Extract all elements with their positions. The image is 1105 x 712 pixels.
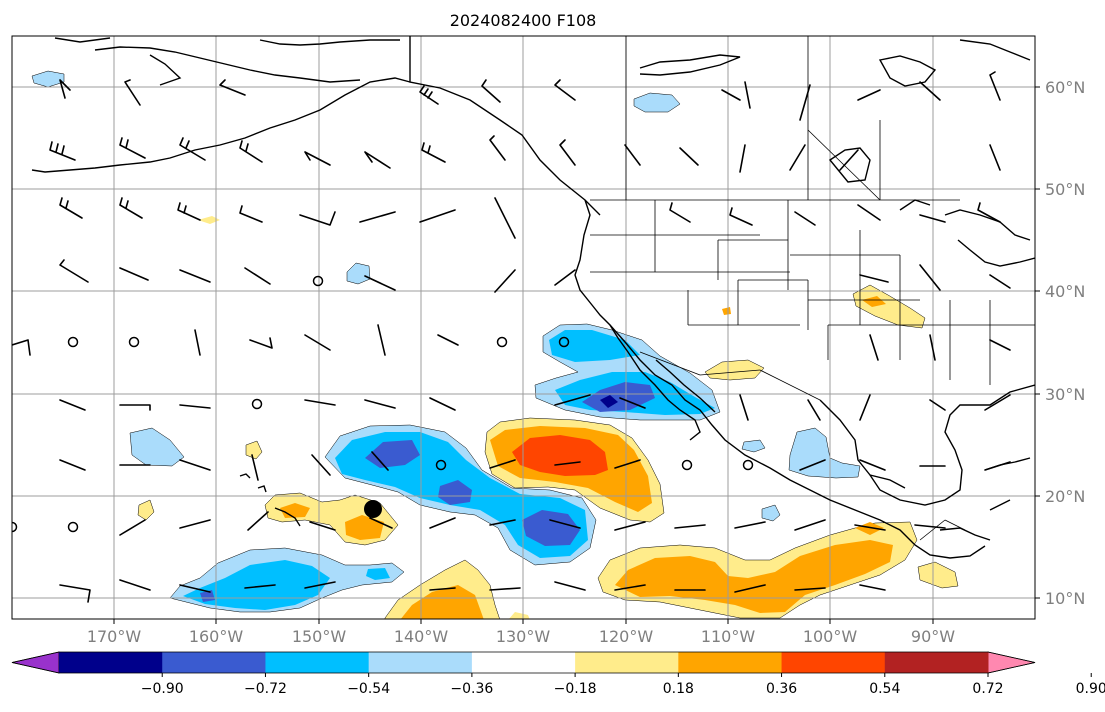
colorbar-tick-label: 0.72 bbox=[972, 681, 1003, 697]
negative-contour-region bbox=[365, 440, 420, 468]
negative-contour-patch bbox=[31, 70, 65, 88]
negative-contour-patch bbox=[788, 427, 861, 479]
positive-contour-region bbox=[400, 585, 484, 619]
storm-position-marker bbox=[364, 500, 382, 518]
colorbar-tick-label: −0.90 bbox=[141, 681, 184, 697]
colorbar-segment bbox=[781, 652, 886, 673]
colorbar-tick-label: 0.90 bbox=[1076, 681, 1105, 697]
positive-contour-region bbox=[852, 284, 926, 329]
political-borders bbox=[409, 36, 1035, 541]
colorbar-outline bbox=[11, 651, 1036, 674]
colorbar-extension-low bbox=[11, 651, 60, 674]
positive-contour-region bbox=[508, 612, 530, 619]
colorbar-tick-label: −0.54 bbox=[347, 681, 390, 697]
negative-contour-region bbox=[200, 590, 215, 602]
positive-contour-region bbox=[615, 540, 893, 613]
colorbar-segment bbox=[575, 652, 679, 673]
lon-label: 90°W bbox=[911, 627, 955, 646]
lon-label: 130°W bbox=[496, 627, 551, 646]
positive-contour-region bbox=[722, 307, 731, 315]
colorbar-segment bbox=[162, 652, 266, 673]
wind-barbs bbox=[12, 71, 1011, 603]
colorbar-tick-label: 0.18 bbox=[663, 681, 694, 697]
colorbar-extension-high bbox=[987, 651, 1036, 674]
map-area bbox=[12, 36, 1035, 619]
coastlines bbox=[31, 36, 1035, 559]
anomaly-shading bbox=[31, 70, 959, 619]
negative-contour-region bbox=[366, 568, 390, 580]
latitude-labels: 60°N 50°N 40°N 30°N 20°N 10°N bbox=[1045, 78, 1085, 608]
colorbar-tick-label: −0.18 bbox=[554, 681, 597, 697]
lat-label: 10°N bbox=[1045, 589, 1085, 608]
colorbar-segment bbox=[471, 652, 576, 673]
colorbar-segment bbox=[265, 652, 370, 673]
lon-label: 110°W bbox=[701, 627, 756, 646]
colorbar: −0.90 −0.72 −0.54 −0.36 −0.18 0.18 0.36 0.54 0.7… bbox=[11, 651, 1105, 697]
lat-label: 60°N bbox=[1045, 78, 1085, 97]
lon-label: 100°W bbox=[803, 627, 858, 646]
lon-label: 140°W bbox=[394, 627, 449, 646]
map-title: 2024082400 F108 bbox=[450, 11, 597, 30]
positive-contour-region bbox=[512, 435, 608, 476]
colorbar-segment bbox=[59, 652, 163, 673]
positive-contour-region bbox=[862, 296, 886, 307]
lon-label: 150°W bbox=[292, 627, 347, 646]
lon-label: 170°W bbox=[87, 627, 142, 646]
calm-wind-markers bbox=[12, 275, 754, 533]
axis-ticks bbox=[113, 86, 1040, 624]
negative-contour-region bbox=[600, 395, 618, 408]
negative-contour-patch bbox=[129, 427, 185, 467]
negative-contour-patch bbox=[741, 439, 766, 453]
lat-label: 30°N bbox=[1045, 385, 1085, 404]
positive-contour-region bbox=[345, 515, 384, 540]
positive-contour-region bbox=[198, 216, 220, 224]
lat-label: 20°N bbox=[1045, 487, 1085, 506]
positive-contour-region bbox=[245, 440, 263, 460]
negative-contour-region bbox=[522, 510, 580, 546]
colorbar-tick-label: −0.72 bbox=[244, 681, 287, 697]
colorbar-tick-label: 0.36 bbox=[766, 681, 797, 697]
longitude-labels: 170°W 160°W 150°W 140°W 130°W 120°W 110°… bbox=[87, 627, 955, 646]
negative-contour-patch bbox=[633, 92, 681, 113]
positive-contour-region bbox=[917, 561, 959, 589]
lat-label: 40°N bbox=[1045, 282, 1085, 301]
lon-label: 120°W bbox=[599, 627, 654, 646]
lon-label: 160°W bbox=[189, 627, 244, 646]
positive-contour-region bbox=[855, 522, 884, 535]
colorbar-segment bbox=[678, 652, 783, 673]
lat-label: 50°N bbox=[1045, 180, 1085, 199]
colorbar-tick-label: −0.36 bbox=[450, 681, 493, 697]
colorbar-segment bbox=[368, 652, 473, 673]
colorbar-tick-label: 0.54 bbox=[869, 681, 900, 697]
gridlines bbox=[12, 36, 1035, 619]
colorbar-segment bbox=[884, 652, 989, 673]
negative-contour-patch bbox=[761, 504, 781, 522]
negative-contour-region bbox=[438, 480, 472, 505]
negative-contour-region bbox=[137, 499, 155, 521]
positive-contour-region bbox=[704, 359, 765, 381]
